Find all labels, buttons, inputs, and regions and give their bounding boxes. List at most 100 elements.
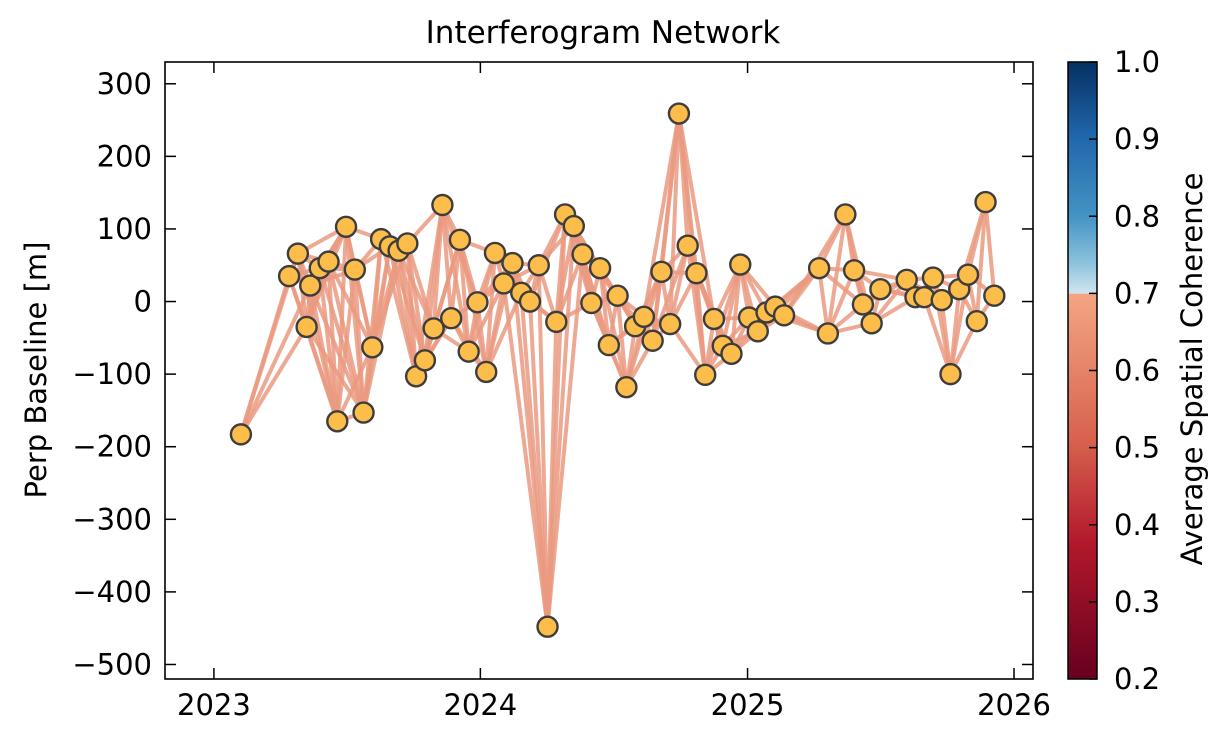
interferogram-pair-line bbox=[466, 281, 506, 354]
acquisition-point bbox=[422, 317, 445, 340]
interferogram-pair-line bbox=[475, 300, 489, 374]
acquisition-point bbox=[650, 260, 673, 283]
acquisition-point bbox=[588, 256, 612, 280]
acquisition-point bbox=[930, 288, 953, 312]
pair-lines bbox=[238, 111, 997, 629]
y-tick-label: −500 bbox=[72, 647, 152, 681]
acquisition-point bbox=[658, 312, 682, 336]
acquisition-point bbox=[939, 362, 962, 386]
acquisition-point bbox=[457, 340, 480, 363]
acquisition-point bbox=[956, 263, 980, 286]
acquisition-point bbox=[518, 290, 542, 313]
acquisition-points bbox=[229, 102, 1006, 638]
interferogram-pair-line bbox=[449, 237, 462, 321]
acquisition-point bbox=[685, 262, 708, 285]
interferogram-pair-line bbox=[308, 283, 366, 415]
y-tick-label: 200 bbox=[97, 139, 152, 173]
colorbar-tick-label: 0.5 bbox=[1114, 431, 1160, 465]
acquisition-point bbox=[475, 360, 498, 384]
interferogram-pair-line bbox=[966, 200, 988, 277]
acquisition-point bbox=[816, 322, 840, 345]
colorbar-tick-label: 0.2 bbox=[1114, 662, 1160, 696]
acquisition-point bbox=[527, 254, 550, 277]
plot-area: 2023 2024 2025 2026 300 200 100 0 −100 −200 −300 −4… bbox=[72, 61, 1051, 722]
acquisition-point bbox=[334, 215, 358, 238]
interferogram-pair-line bbox=[668, 243, 690, 327]
interferogram-pair-line bbox=[545, 252, 585, 629]
acquisition-point bbox=[277, 264, 301, 288]
x-tick-label: 2026 bbox=[977, 688, 1051, 722]
acquisition-point bbox=[448, 228, 472, 252]
acquisition-point bbox=[597, 333, 621, 357]
x-tick-label: 2024 bbox=[443, 688, 517, 722]
y-tick-label: −200 bbox=[72, 430, 152, 464]
interferogram-pair-line bbox=[729, 262, 743, 356]
acquisition-point bbox=[326, 410, 349, 433]
acquisition-point bbox=[286, 242, 310, 265]
interferogram-pair-line bbox=[484, 250, 497, 374]
acquisition-point bbox=[501, 251, 524, 275]
acquisition-point bbox=[431, 193, 454, 217]
acquisition-point bbox=[295, 315, 318, 339]
interferogram-pair-line bbox=[825, 212, 848, 336]
acquisition-point bbox=[641, 329, 664, 352]
acquisition-point bbox=[834, 203, 857, 226]
acquisition-point bbox=[606, 284, 629, 307]
y-tick-label: 100 bbox=[97, 212, 152, 246]
acquisition-point bbox=[772, 304, 796, 327]
acquisition-point bbox=[396, 232, 419, 255]
acquisition-point bbox=[492, 272, 515, 295]
interferogram-pair-line bbox=[335, 345, 375, 424]
acquisition-point bbox=[694, 363, 717, 387]
chart-title: Interferogram Network bbox=[426, 15, 781, 51]
interferogram-pair-line bbox=[922, 295, 953, 377]
acquisition-point bbox=[860, 312, 883, 335]
acquisition-point bbox=[545, 310, 568, 334]
y-tick-label: 0 bbox=[134, 285, 152, 319]
interferogram-pair-line bbox=[939, 298, 953, 377]
acquisition-point bbox=[974, 190, 997, 214]
acquisition-point bbox=[483, 241, 507, 265]
plot-frame bbox=[164, 61, 1034, 680]
acquisition-point bbox=[571, 243, 594, 266]
interferogram-pair-line bbox=[554, 224, 576, 324]
interferogram-pair-line bbox=[457, 237, 471, 354]
colorbar-tick-label: 0.9 bbox=[1114, 122, 1160, 156]
x-tick-label: 2023 bbox=[177, 688, 251, 722]
acquisition-point bbox=[869, 278, 892, 301]
colorbar-tick-label: 0.8 bbox=[1114, 199, 1160, 233]
interferogram-pair-line bbox=[825, 268, 857, 336]
acquisition-point bbox=[413, 349, 437, 372]
y-tick-label: −100 bbox=[72, 357, 152, 391]
acquisition-point bbox=[632, 305, 656, 328]
acquisition-point bbox=[729, 253, 752, 276]
acquisition-point bbox=[667, 102, 691, 125]
acquisition-point bbox=[343, 258, 367, 281]
interferogram-pair-line bbox=[668, 111, 681, 327]
interferogram-pair-line bbox=[431, 202, 445, 331]
acquisition-point bbox=[352, 401, 375, 424]
y-tick-label: −400 bbox=[72, 575, 152, 609]
interferogram-pair-line bbox=[615, 293, 629, 390]
acquisition-point bbox=[466, 291, 489, 314]
colorbar: 1.0 0.9 0.8 0.7 0.6 0.5 0.4 0.3 0.2 bbox=[1067, 45, 1160, 696]
interferogram-pair-line bbox=[335, 224, 349, 424]
interferogram-pair-line bbox=[694, 271, 708, 377]
colorbar-tick-label: 0.7 bbox=[1114, 276, 1160, 310]
acquisition-point bbox=[842, 259, 866, 282]
acquisition-point bbox=[720, 342, 743, 366]
colorbar-tick-label: 0.6 bbox=[1114, 354, 1160, 388]
interferogram-pair-line bbox=[238, 324, 309, 437]
acquisition-point bbox=[361, 336, 384, 359]
acquisition-point bbox=[895, 268, 918, 291]
interferogram-pair-line bbox=[974, 200, 988, 324]
acquisition-point bbox=[562, 214, 586, 238]
interferogram-pair-line bbox=[352, 267, 366, 415]
y-tick-label: −300 bbox=[72, 502, 152, 536]
acquisition-point bbox=[615, 375, 638, 399]
acquisition-point bbox=[676, 234, 699, 257]
acquisition-point bbox=[983, 284, 1006, 307]
acquisition-point bbox=[299, 274, 322, 297]
acquisition-point bbox=[580, 291, 603, 315]
